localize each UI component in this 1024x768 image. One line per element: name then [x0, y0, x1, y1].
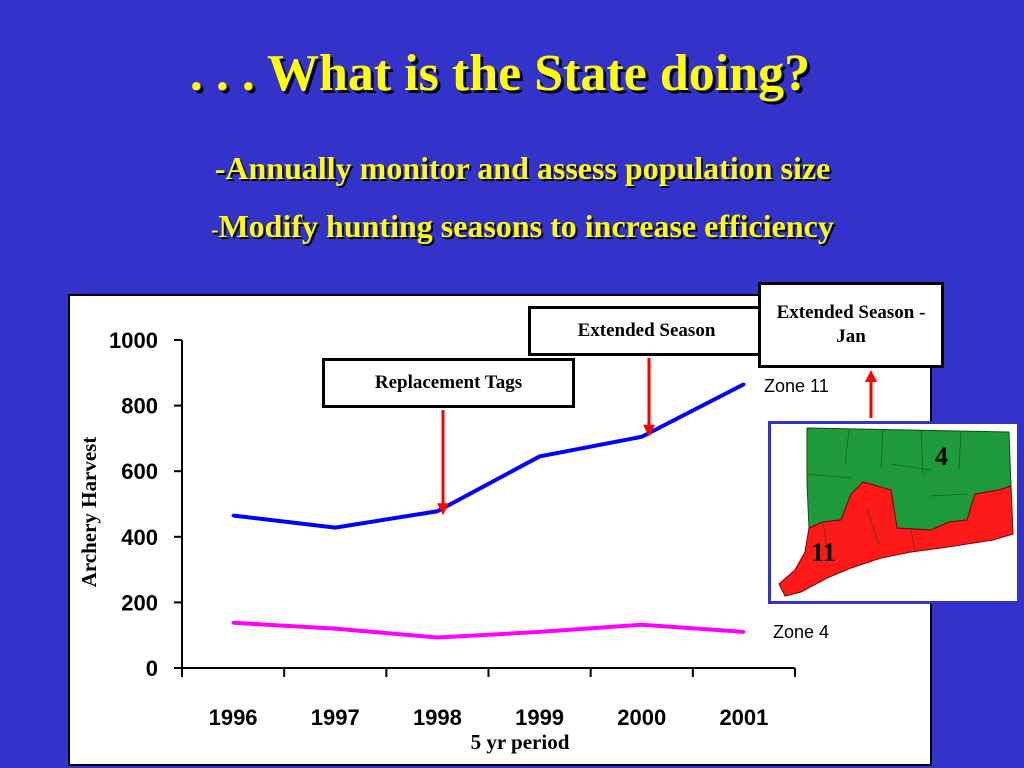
x-tick-label: 2001 — [719, 705, 768, 730]
data-point-zone-4 — [231, 621, 235, 625]
series-label-zone-4: Zone 4 — [773, 622, 830, 642]
bullet-text: Annually monitor and assess population s… — [225, 150, 831, 186]
y-tick-label: 1000 — [109, 328, 158, 353]
x-tick-label: 1999 — [515, 705, 564, 730]
callout-replacement-tags: Replacement Tags — [322, 358, 575, 408]
data-point-zone-4 — [333, 627, 337, 631]
arrow-extended-season-head — [643, 424, 655, 437]
bullet-text: Modify hunting seasons to increase effic… — [218, 208, 834, 244]
y-tick-label: 400 — [121, 525, 158, 550]
y-tick-label: 600 — [121, 459, 158, 484]
callout-extended-season-jan: Extended Season - Jan — [758, 282, 944, 368]
x-axis-title: 5 yr period — [471, 730, 570, 754]
data-point-zone-11 — [538, 454, 542, 458]
data-point-zone-11 — [231, 513, 235, 517]
callout-extended-season: Extended Season — [528, 306, 765, 356]
data-point-zone-4 — [435, 635, 439, 639]
series-line-zone-4 — [232, 620, 745, 640]
x-tick-label: 1997 — [311, 705, 360, 730]
connecticut-map-image — [778, 427, 1014, 597]
y-tick-label: 200 — [121, 590, 158, 615]
arrow-extended-season-jan-head — [865, 370, 877, 382]
x-tick-label: 1996 — [209, 705, 258, 730]
map-zone-11-label: 11 — [811, 538, 836, 567]
arrow-replacement-tags-head — [437, 503, 449, 516]
bullet-modify: -Modify hunting seasons to increase effi… — [0, 208, 1024, 245]
series-line-zone-11 — [232, 382, 745, 530]
data-point-zone-4 — [742, 630, 746, 634]
x-tick-label: 1998 — [413, 705, 462, 730]
bullet-monitor: -Annually monitor and assess population … — [0, 150, 1024, 187]
series-label-zone-11: Zone 11 — [764, 376, 829, 396]
bullet-prefix: - — [214, 150, 226, 186]
data-point-zone-11 — [333, 526, 337, 530]
y-axis-title: Archery Harvest — [77, 437, 101, 588]
data-point-zone-4 — [538, 630, 542, 634]
bullet-prefix: - — [211, 217, 219, 242]
slide-title: . . . What is the State doing? — [189, 45, 811, 102]
data-point-zone-4 — [640, 623, 644, 627]
zone-map: 4 11 — [768, 421, 1020, 604]
x-tick-label: 2000 — [617, 705, 666, 730]
y-tick-label: 800 — [121, 394, 158, 419]
map-zone-4-label: 4 — [935, 442, 948, 471]
data-point-zone-11 — [435, 509, 439, 513]
data-point-zone-11 — [640, 435, 644, 439]
data-point-zone-11 — [742, 382, 746, 386]
y-tick-label: 0 — [146, 656, 158, 681]
